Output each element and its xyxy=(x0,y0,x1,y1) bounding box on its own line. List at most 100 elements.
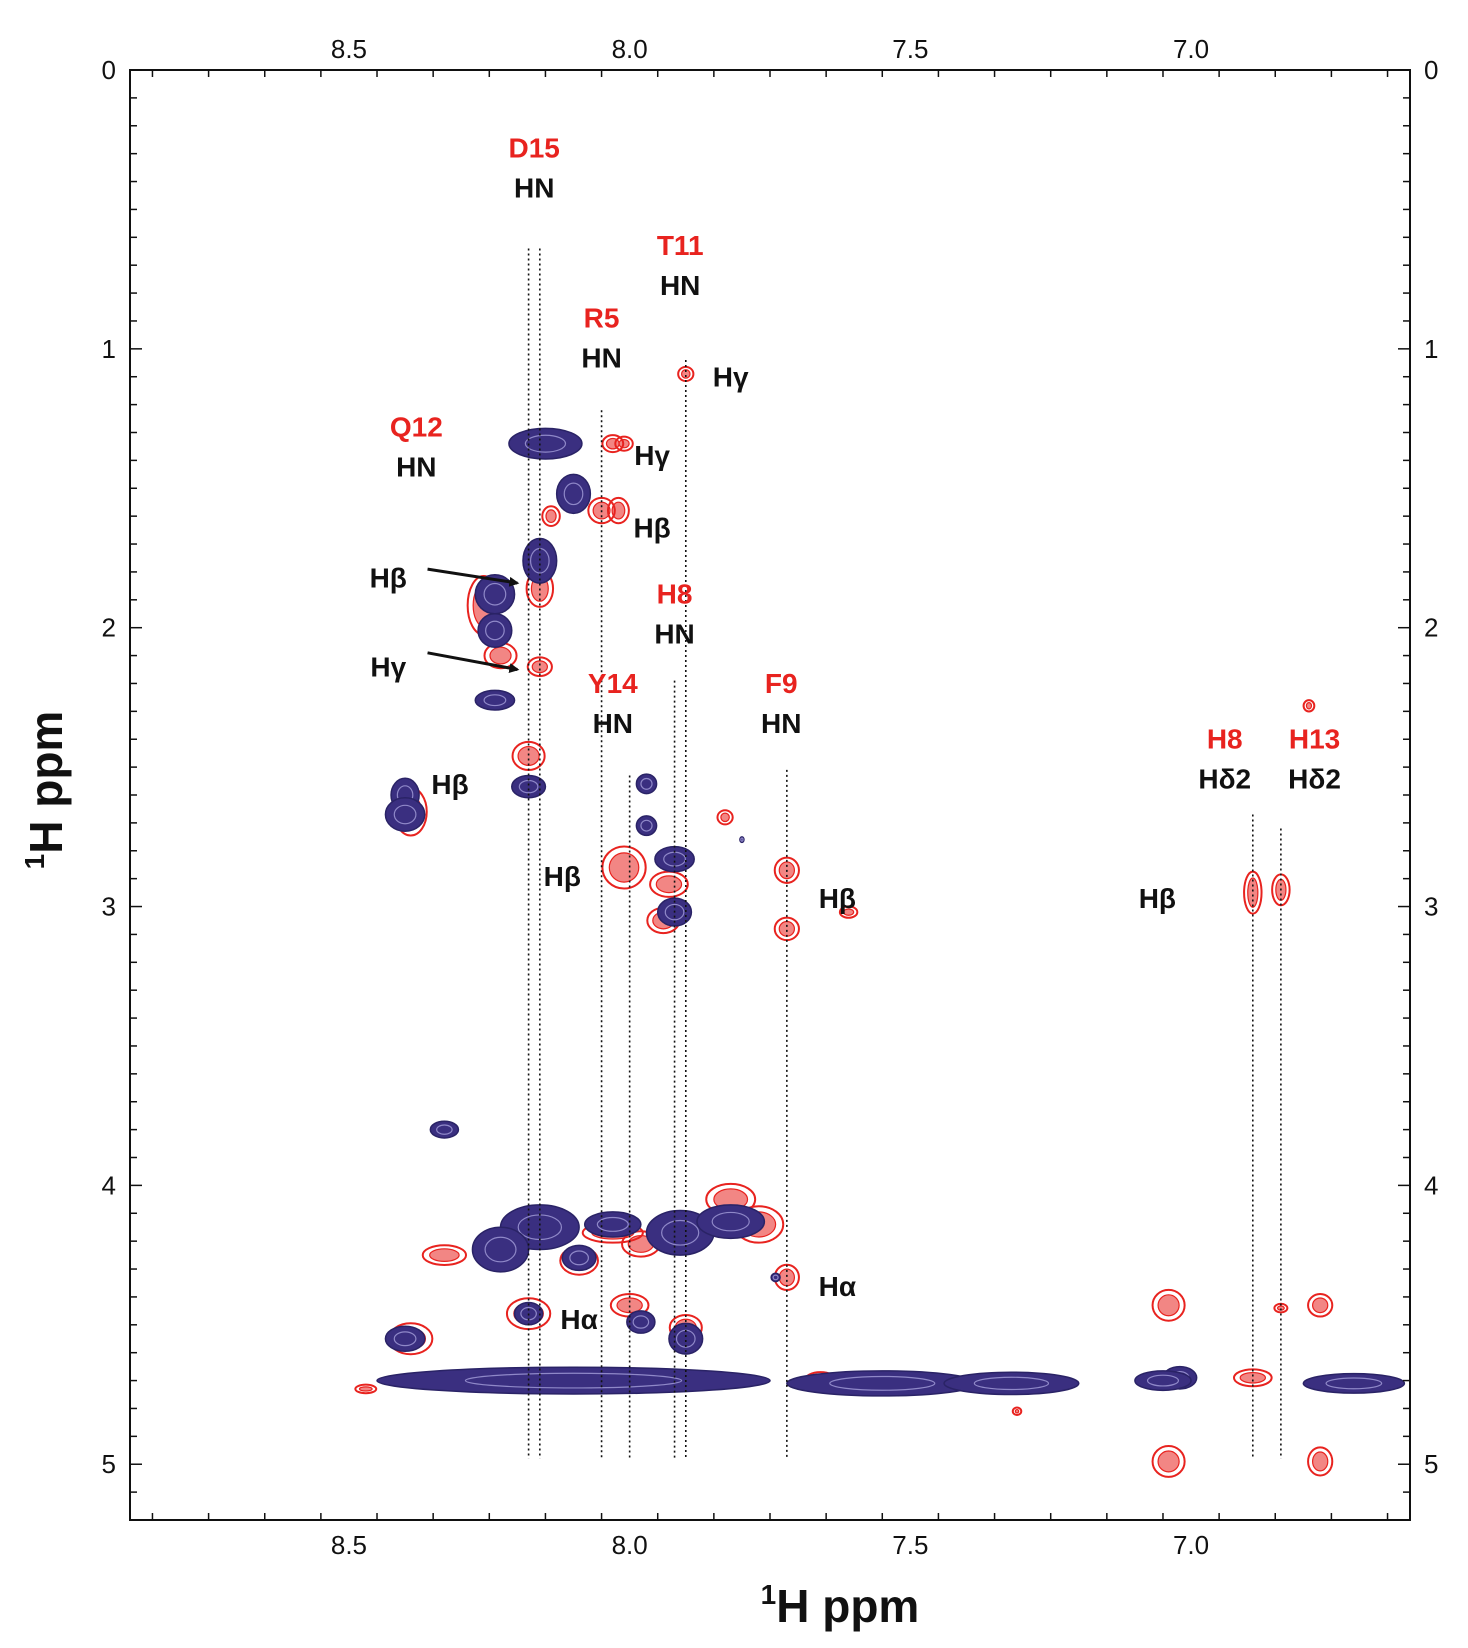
peak-inner-contour xyxy=(436,1124,453,1135)
peak-fill-red xyxy=(1305,702,1313,710)
tick-layer: 8.5 8.5 8.0 8.0 7.5 7.5 7.0 7.0 0 0 1 1 2 2 3 3 4 4 5 5 xyxy=(102,34,1439,1560)
peak-contour-red xyxy=(607,496,630,525)
atom-label: HN xyxy=(581,343,621,374)
residue-label: H8 xyxy=(1207,724,1243,755)
y-tick-label-left: 2 xyxy=(102,613,116,643)
peak-contour-red xyxy=(1243,870,1263,915)
atom-label: HN xyxy=(660,270,700,301)
plot-frame xyxy=(129,69,1411,1521)
peak-fill-blue xyxy=(376,1366,771,1395)
peak-fill-red xyxy=(1311,1297,1329,1314)
y-tick-label-left: 3 xyxy=(102,892,116,922)
residue-label: H8 xyxy=(657,579,693,610)
peak-fill-blue xyxy=(943,1371,1080,1396)
residue-label: R5 xyxy=(584,303,620,334)
pointer-arrow xyxy=(427,567,520,587)
peak-inner-contour xyxy=(518,779,539,794)
proton-label: Hα xyxy=(560,1304,597,1335)
proton-label: Hβ xyxy=(633,512,670,543)
y-axis-title: 1H ppm xyxy=(19,711,72,870)
peak-inner-contour xyxy=(524,434,567,453)
peak-inner-contour xyxy=(1325,1377,1383,1390)
peak-fill-red xyxy=(842,908,855,916)
peak-fill-red xyxy=(778,920,796,937)
peak-fill-red xyxy=(489,646,512,665)
peak-fill-red xyxy=(531,660,549,674)
peak-fill-blue xyxy=(511,774,547,799)
peak-fill-blue xyxy=(474,689,516,711)
peak-inner-contour xyxy=(772,1274,779,1281)
peak-fill-red xyxy=(611,501,626,520)
peak-fill-red xyxy=(1239,1371,1267,1384)
peak-fill-blue xyxy=(583,1211,642,1238)
residue-label: D15 xyxy=(509,132,560,163)
peak-fill-red xyxy=(618,438,630,449)
proton-label: Hβ xyxy=(431,769,468,800)
peak-fill-blue xyxy=(696,1204,766,1240)
atom-label: Hδ2 xyxy=(1198,764,1251,795)
peak-fill-blue xyxy=(384,1325,426,1353)
x-tick-label-top: 7.0 xyxy=(1173,34,1209,64)
peak-fill-blue xyxy=(770,1272,781,1283)
x-tick-label-bottom: 8.0 xyxy=(612,1530,648,1560)
peak-fill-blue xyxy=(555,473,592,515)
x-axis-title-superscript: 1 xyxy=(761,1579,777,1610)
peak-fill-blue xyxy=(654,845,695,873)
x-tick-label-top: 8.0 xyxy=(612,34,648,64)
y-tick-label-right: 3 xyxy=(1424,892,1438,922)
peak-inner-contour xyxy=(829,1375,936,1391)
annotation-layer: D15 HN T11 HN R5 HN Q12 HN H8 HN Y14 HN F9 HN H8 Hδ2 H13… xyxy=(370,132,1341,1335)
peak-fill-blue xyxy=(508,427,583,460)
peak-inner-contour xyxy=(393,804,417,825)
peak-fill-blue xyxy=(1134,1370,1192,1392)
peak-fill-blue xyxy=(635,773,658,795)
atom-label: HN xyxy=(654,619,694,650)
proton-label: Hβ xyxy=(1139,883,1176,914)
peak-inner-contour xyxy=(484,1236,517,1263)
proton-label: Hβ xyxy=(370,563,407,594)
peak-inner-contour xyxy=(485,620,505,641)
proton-label: Hβ xyxy=(819,883,856,914)
peak-inner-contour xyxy=(640,777,653,790)
peak-fill-blue xyxy=(561,1244,597,1272)
proton-label: Hγ xyxy=(713,362,749,393)
guide-line-layer xyxy=(527,248,1282,1459)
y-axis-title-text: H ppm xyxy=(20,711,72,854)
peak-contour-red xyxy=(716,809,734,826)
peak-fill-red xyxy=(1247,877,1259,908)
x-tick-label-bottom: 7.0 xyxy=(1173,1530,1209,1560)
y-tick-label-left: 1 xyxy=(102,334,116,364)
peak-contour-red xyxy=(541,505,561,528)
atom-label: HN xyxy=(396,451,436,482)
peak-fill-red xyxy=(1311,1451,1329,1472)
x-tick-label-bottom: 7.5 xyxy=(892,1530,928,1560)
peak-contour-red xyxy=(1151,1288,1186,1322)
peak-inner-contour xyxy=(483,694,507,707)
peak-contour-red xyxy=(601,845,647,890)
peak-fill-red xyxy=(358,1386,373,1392)
peak-contour-red xyxy=(838,905,859,919)
atom-label: HN xyxy=(761,708,801,739)
y-tick-label-right: 5 xyxy=(1424,1449,1438,1479)
peak-fill-blue xyxy=(384,797,426,832)
peak-inner-contour xyxy=(1146,1374,1180,1387)
peak-inner-contour xyxy=(632,1315,650,1329)
peak-inner-contour xyxy=(596,1216,629,1232)
peak-fill-red xyxy=(680,369,691,379)
peak-contour-red xyxy=(1307,1446,1334,1477)
x-tick-label-top: 8.5 xyxy=(331,34,367,64)
peak-layer xyxy=(354,365,1406,1478)
y-tick-label-left: 4 xyxy=(102,1170,116,1200)
peak-contour-red xyxy=(1307,1293,1334,1318)
atom-label: HN xyxy=(593,708,633,739)
peak-inner-contour xyxy=(563,482,584,506)
peak-fill-blue xyxy=(626,1310,656,1334)
proton-label: Hγ xyxy=(634,440,670,471)
peak-contour-red xyxy=(614,435,634,452)
residue-label: T11 xyxy=(657,230,704,261)
atom-label: Hδ2 xyxy=(1288,764,1341,795)
y-tick-label-right: 0 xyxy=(1424,55,1438,85)
y-tick-label-left: 5 xyxy=(102,1449,116,1479)
peak-inner-contour xyxy=(740,837,744,842)
peak-contour-red xyxy=(1302,699,1316,713)
